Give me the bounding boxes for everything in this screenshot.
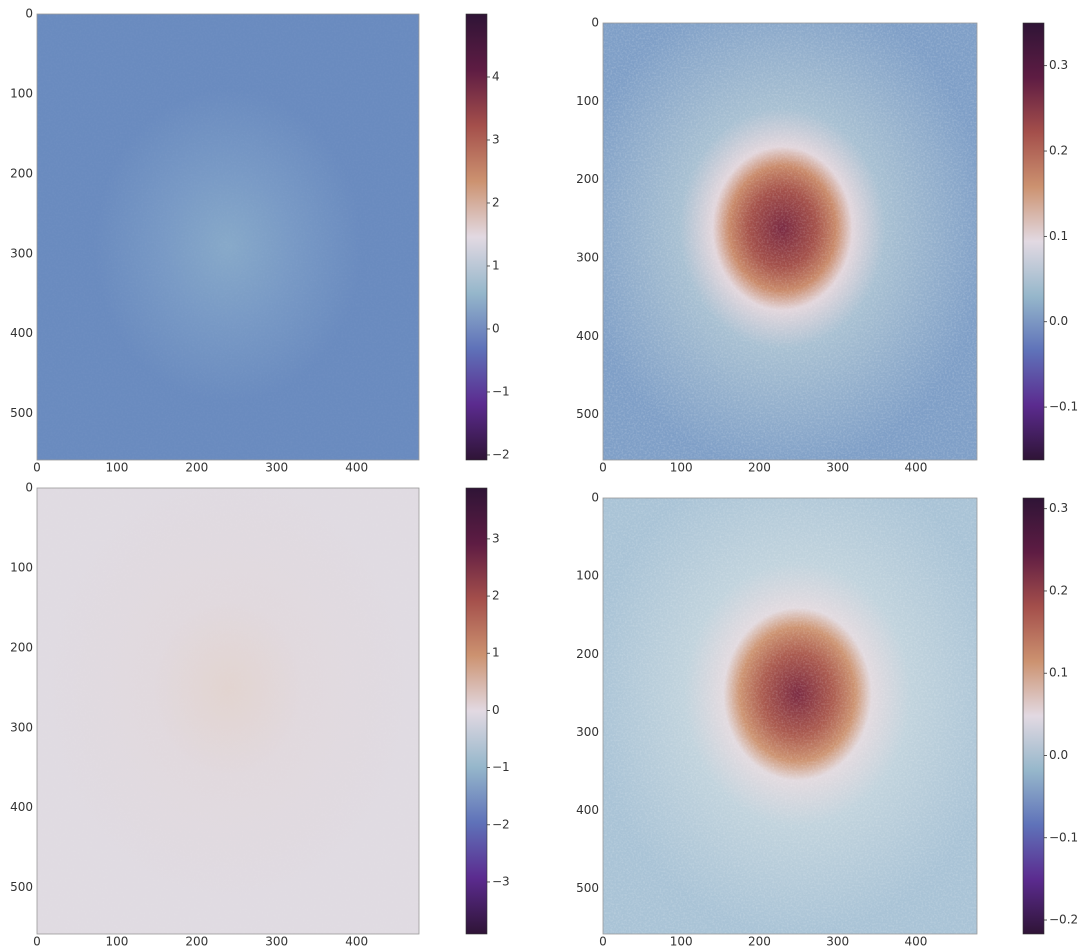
x-tick-label: 0 <box>33 935 41 949</box>
x-tick-label: 300 <box>265 461 288 475</box>
colorbar-tick-label: 0.2 <box>1049 144 1068 158</box>
y-tick-label: 500 <box>576 881 599 895</box>
colorbar-tick-label: 0 <box>492 321 500 335</box>
y-tick-label: 200 <box>10 640 33 654</box>
x-tick-label: 200 <box>185 461 208 475</box>
colorbar-tick-label: 0.1 <box>1049 666 1068 680</box>
colorbar <box>465 13 488 461</box>
y-tick-label: 400 <box>576 803 599 817</box>
colorbar-tick-label: 3 <box>492 531 500 545</box>
y-tick-label: 0 <box>25 481 33 495</box>
x-tick-label: 200 <box>748 461 771 475</box>
colorbar-tick-label: 4 <box>492 69 500 83</box>
colorbar-tick-label: 0.2 <box>1049 583 1068 597</box>
x-tick-label: 400 <box>905 935 928 949</box>
heatmap-texture <box>37 14 419 460</box>
colorbar-tick-label: 0.0 <box>1049 748 1068 762</box>
y-tick-label: 300 <box>576 725 599 739</box>
y-tick-label: 300 <box>10 246 33 260</box>
y-tick-label: 300 <box>10 720 33 734</box>
colorbar-tick-label: 2 <box>492 195 500 209</box>
x-tick-label: 100 <box>105 935 128 949</box>
colorbar-tick-label: 0 <box>492 703 500 717</box>
axes-frame <box>36 13 420 461</box>
heatmap-texture <box>37 488 419 934</box>
x-tick-label: 400 <box>345 461 368 475</box>
colorbar-tick-label: 0.1 <box>1049 229 1068 243</box>
y-tick-label: 100 <box>10 560 33 574</box>
y-tick-label: 500 <box>10 880 33 894</box>
colorbar-tick-label: −0.1 <box>1049 830 1078 844</box>
y-tick-label: 100 <box>10 86 33 100</box>
colorbar-tick-label: −0.2 <box>1049 913 1078 927</box>
heatmap-texture <box>603 498 977 934</box>
x-tick-label: 0 <box>599 461 607 475</box>
colorbar-tick-label: 0.3 <box>1049 58 1068 72</box>
x-tick-label: 300 <box>826 935 849 949</box>
y-tick-label: 100 <box>576 94 599 108</box>
y-tick-label: 500 <box>576 407 599 421</box>
colorbar-tick-label: 0.0 <box>1049 314 1068 328</box>
y-tick-label: 0 <box>25 7 33 21</box>
axes-frame <box>602 497 978 935</box>
colorbar-tick-label: 1 <box>492 258 500 272</box>
y-tick-label: 300 <box>576 250 599 264</box>
colorbar-tick-label: 0.3 <box>1049 501 1068 515</box>
colorbar-tick-label: 3 <box>492 132 500 146</box>
x-tick-label: 300 <box>826 461 849 475</box>
y-tick-label: 400 <box>10 326 33 340</box>
x-tick-label: 200 <box>748 935 771 949</box>
axes-frame <box>36 487 420 935</box>
y-tick-label: 200 <box>576 172 599 186</box>
x-tick-label: 400 <box>345 935 368 949</box>
y-tick-label: 400 <box>576 329 599 343</box>
colorbar-tick-label: −1 <box>492 760 510 774</box>
colorbar-tick-label: −3 <box>492 874 510 888</box>
x-tick-label: 400 <box>905 461 928 475</box>
y-tick-label: 100 <box>576 569 599 583</box>
colorbar-tick-label: 1 <box>492 646 500 660</box>
x-tick-label: 200 <box>185 935 208 949</box>
y-tick-label: 0 <box>591 491 599 505</box>
colorbar <box>465 487 488 935</box>
y-tick-label: 400 <box>10 800 33 814</box>
colorbar-tick-label: −2 <box>492 447 510 461</box>
y-tick-label: 500 <box>10 406 33 420</box>
colorbar <box>1022 22 1045 461</box>
x-tick-label: 300 <box>265 935 288 949</box>
x-tick-label: 0 <box>599 935 607 949</box>
colorbar-tick-label: −0.1 <box>1049 400 1078 414</box>
colorbar-tick-label: 2 <box>492 589 500 603</box>
y-tick-label: 0 <box>591 16 599 30</box>
x-tick-label: 0 <box>33 461 41 475</box>
y-tick-label: 200 <box>10 166 33 180</box>
axes-frame <box>602 22 978 461</box>
colorbar-tick-label: −2 <box>492 817 510 831</box>
y-tick-label: 200 <box>576 647 599 661</box>
heatmap-texture <box>603 23 977 460</box>
x-tick-label: 100 <box>670 461 693 475</box>
x-tick-label: 100 <box>105 461 128 475</box>
colorbar-tick-label: −1 <box>492 384 510 398</box>
x-tick-label: 100 <box>670 935 693 949</box>
colorbar <box>1022 497 1045 935</box>
